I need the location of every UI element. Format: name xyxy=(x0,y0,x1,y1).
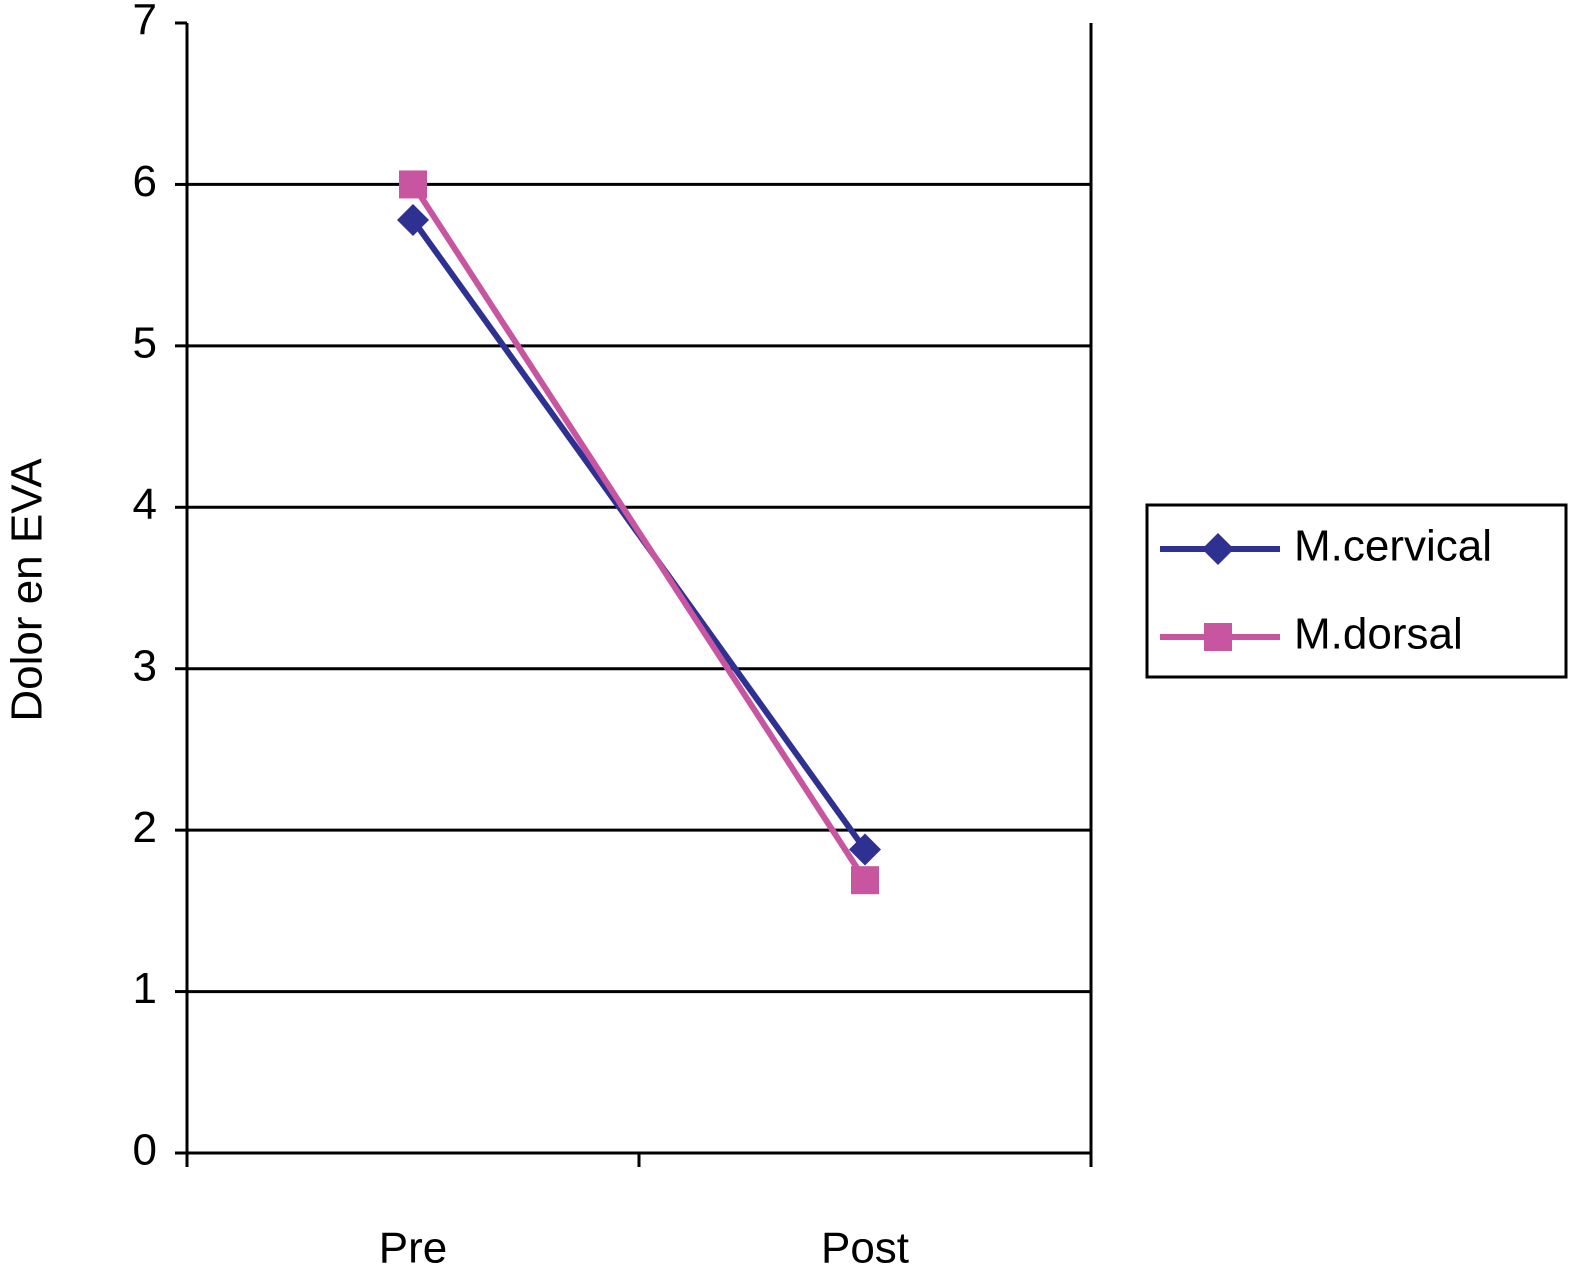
legend-label: M.dorsal xyxy=(1294,610,1463,659)
series-line xyxy=(410,182,868,882)
y-tick-label: 1 xyxy=(133,964,157,1013)
legend-label: M.cervical xyxy=(1294,522,1492,571)
y-tick-label: 0 xyxy=(133,1126,157,1175)
legend-marker xyxy=(1204,623,1232,651)
y-tick-label: 7 xyxy=(133,0,157,45)
x-tick-label: Post xyxy=(821,1224,909,1273)
y-tick-label: 4 xyxy=(133,480,157,529)
y-tick-label: 5 xyxy=(133,318,157,367)
y-tick-label: 6 xyxy=(133,157,157,206)
y-tick-label: 2 xyxy=(133,803,157,852)
y-axis-label: Dolor en EVA xyxy=(3,458,52,722)
data-point xyxy=(397,203,429,236)
y-tick-label: 3 xyxy=(133,641,157,690)
data-point xyxy=(851,866,879,895)
x-tick-label: Pre xyxy=(379,1224,447,1273)
data-point xyxy=(399,170,427,199)
data-point xyxy=(849,833,881,866)
legend-marker xyxy=(1202,533,1234,565)
